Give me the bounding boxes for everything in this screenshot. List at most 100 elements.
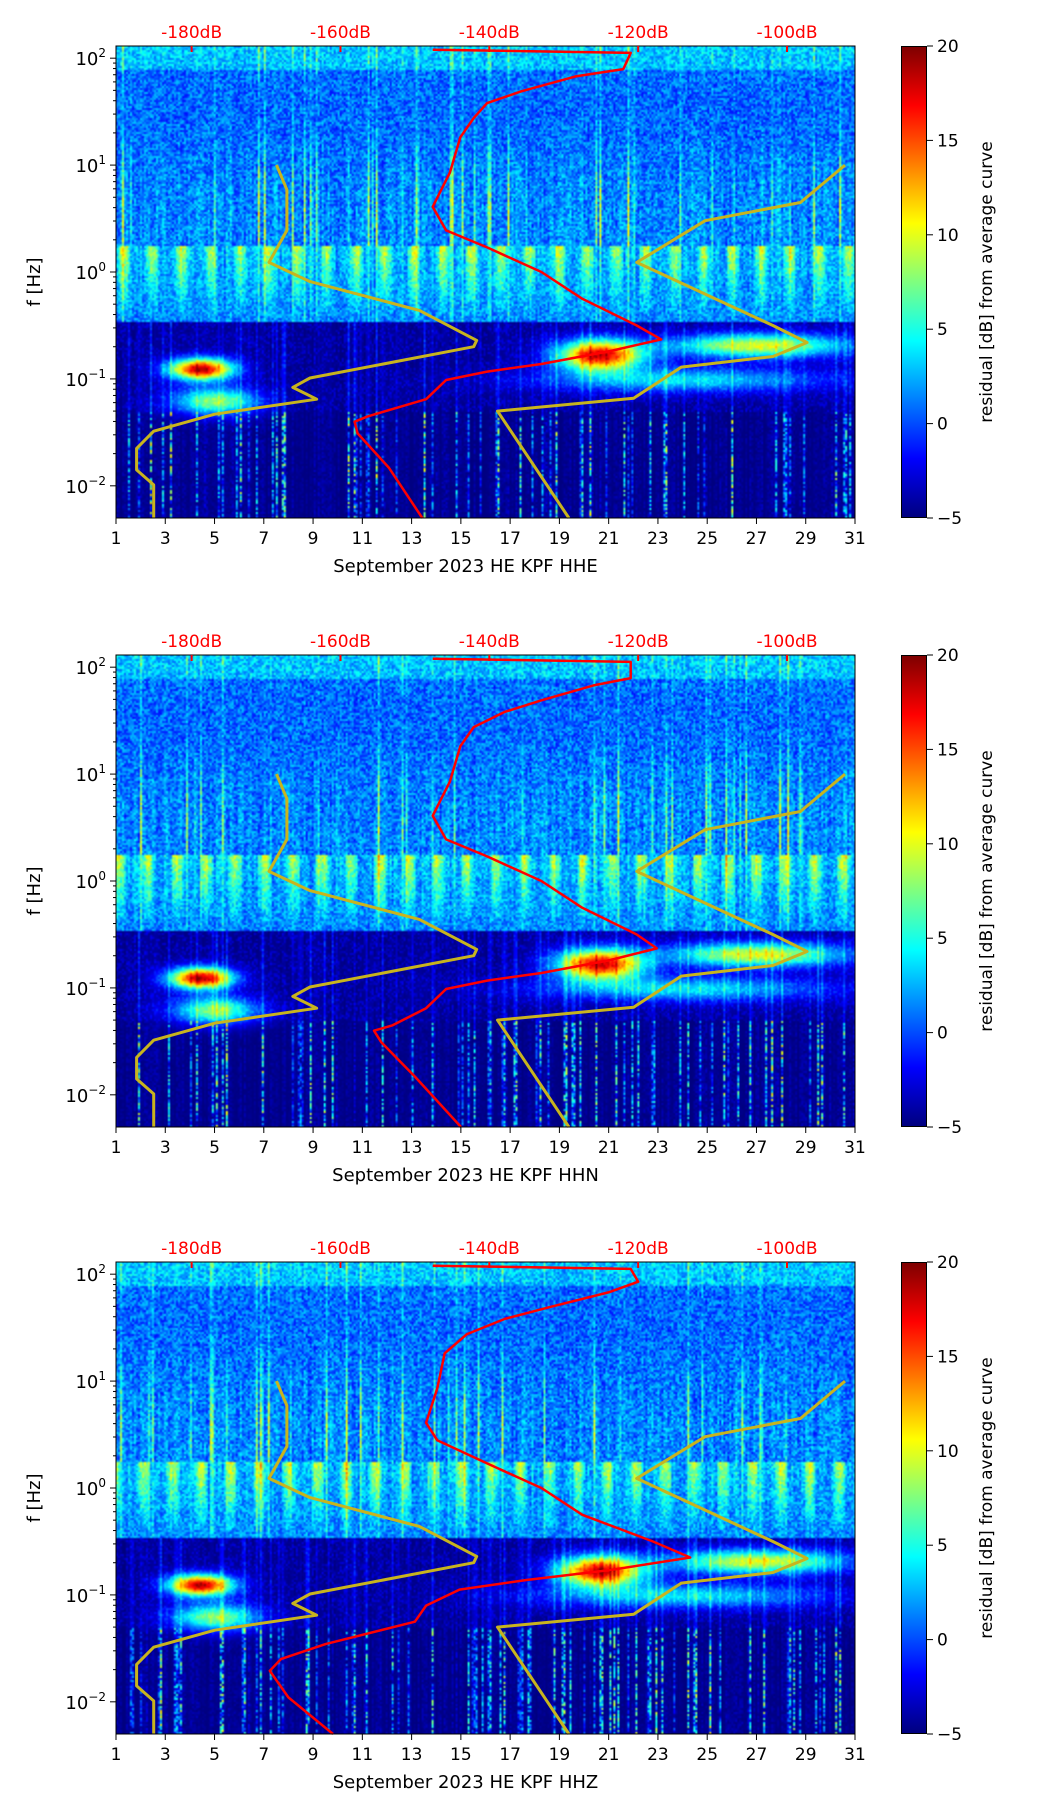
db-axis-label: -140dB — [459, 23, 520, 43]
low-noise-model-curve — [135, 773, 479, 1127]
x-tick-label: 5 — [209, 1745, 220, 1765]
x-tick-label: 27 — [746, 1745, 768, 1765]
db-axis-label: -140dB — [459, 1239, 520, 1259]
x-axis-title: September 2023 HE KPF HHE — [333, 556, 598, 577]
x-tick-label: 9 — [308, 1138, 319, 1158]
colorbar — [901, 1262, 927, 1734]
low-noise-model-curve — [135, 164, 479, 518]
spectrogram-panel-hhe: 1 3 5 7 9 11 13 15 17 19 21 23 25 27 29 31 September 202… — [0, 0, 1052, 600]
high-noise-model-curve — [496, 772, 846, 1128]
x-tick-label: 11 — [352, 1138, 374, 1158]
high-noise-model-curve — [496, 1379, 846, 1735]
x-tick-label: 15 — [450, 1745, 472, 1765]
x-tick-label: 19 — [549, 529, 571, 549]
y-tick-label: 10−1 — [65, 367, 106, 391]
x-tick-label: 29 — [795, 529, 817, 549]
colorbar-tick-label: 5 — [937, 320, 948, 340]
db-axis-label: -180dB — [161, 23, 222, 43]
colorbar-tick-label: 15 — [937, 1347, 959, 1367]
average-psd-curve — [353, 48, 663, 519]
average-psd-curve — [372, 657, 659, 1128]
x-tick-label: 11 — [352, 1745, 374, 1765]
x-tick-label: 13 — [401, 1138, 423, 1158]
colorbar-tick-label: 0 — [937, 1631, 948, 1651]
colorbar-tick-label: −5 — [937, 509, 962, 529]
colorbar-tick-label: −5 — [937, 1118, 962, 1138]
colorbar — [901, 655, 927, 1127]
y-tick-label: 10−2 — [65, 474, 106, 498]
x-tick-label: 23 — [647, 1138, 669, 1158]
low-noise-model-curve — [135, 1380, 479, 1734]
x-axis-title: September 2023 HE KPF HHZ — [333, 1772, 599, 1793]
x-tick-label: 5 — [209, 1138, 220, 1158]
spectrogram-panel-hhz: 1 3 5 7 9 11 13 15 17 19 21 23 25 27 29 31 September 202… — [0, 1216, 1052, 1816]
y-tick-label: 102 — [75, 46, 106, 70]
y-tick-label: 10−1 — [65, 1583, 106, 1607]
db-axis-label: -100dB — [756, 1239, 817, 1259]
colorbar-title: residual [dB] from average curve — [977, 141, 997, 422]
db-axis-label: -180dB — [161, 1239, 222, 1259]
colorbar — [901, 46, 927, 518]
x-tick-label: 5 — [209, 529, 220, 549]
db-axis-label: -180dB — [161, 632, 222, 652]
x-tick-label: 31 — [844, 529, 866, 549]
colorbar-tick-label: 15 — [937, 740, 959, 760]
y-tick-label: 101 — [75, 153, 106, 177]
colorbar-tick-label: 0 — [937, 1024, 948, 1044]
colorbar-tick-label: 10 — [937, 226, 959, 246]
x-tick-label: 21 — [598, 529, 620, 549]
colorbar-title: residual [dB] from average curve — [977, 1357, 997, 1638]
x-tick-label: 9 — [308, 529, 319, 549]
x-tick-label: 25 — [696, 529, 718, 549]
colorbar-tick-label: 5 — [937, 1536, 948, 1556]
spectrogram-heatmap — [116, 1262, 855, 1734]
x-tick-label: 13 — [401, 529, 423, 549]
db-axis-label: -100dB — [756, 632, 817, 652]
x-tick-label: 29 — [795, 1745, 817, 1765]
x-tick-label: 7 — [258, 529, 269, 549]
db-axis-label: -120dB — [608, 23, 669, 43]
x-tick-label: 7 — [258, 1745, 269, 1765]
db-axis-label: -120dB — [608, 1239, 669, 1259]
db-axis-label: -160dB — [310, 23, 371, 43]
x-tick-label: 29 — [795, 1138, 817, 1158]
db-axis-label: -160dB — [310, 1239, 371, 1259]
spectrogram-panel-hhn: 1 3 5 7 9 11 13 15 17 19 21 23 25 27 29 31 September 202… — [0, 609, 1052, 1209]
x-axis-title: September 2023 HE KPF HHN — [332, 1165, 599, 1186]
db-axis-label: -140dB — [459, 632, 520, 652]
x-tick-label: 1 — [111, 1745, 122, 1765]
average-psd-curve — [268, 1264, 692, 1735]
x-tick-label: 17 — [499, 529, 521, 549]
x-tick-label: 3 — [160, 529, 171, 549]
x-tick-label: 7 — [258, 1138, 269, 1158]
y-tick-label: 102 — [75, 655, 106, 679]
y-tick-label: 100 — [75, 260, 106, 284]
x-tick-label: 25 — [696, 1745, 718, 1765]
x-tick-label: 15 — [450, 1138, 472, 1158]
x-tick-label: 1 — [111, 529, 122, 549]
x-tick-label: 1 — [111, 1138, 122, 1158]
colorbar-tick-label: 20 — [937, 37, 959, 57]
y-axis-title: f [Hz] — [24, 866, 45, 915]
high-noise-model-curve — [496, 163, 846, 519]
axes-frame — [115, 45, 856, 519]
colorbar-title: residual [dB] from average curve — [977, 750, 997, 1031]
x-tick-label: 17 — [499, 1138, 521, 1158]
x-tick-label: 19 — [549, 1138, 571, 1158]
y-tick-label: 10−1 — [65, 976, 106, 1000]
x-tick-label: 31 — [844, 1745, 866, 1765]
db-axis-label: -160dB — [310, 632, 371, 652]
x-tick-label: 21 — [598, 1745, 620, 1765]
y-tick-label: 100 — [75, 869, 106, 893]
x-tick-label: 23 — [647, 529, 669, 549]
colorbar-tick-label: −5 — [937, 1725, 962, 1745]
x-tick-label: 27 — [746, 1138, 768, 1158]
x-tick-label: 25 — [696, 1138, 718, 1158]
x-tick-label: 31 — [844, 1138, 866, 1158]
colorbar-tick-label: 15 — [937, 131, 959, 151]
x-tick-label: 3 — [160, 1138, 171, 1158]
y-tick-label: 10−2 — [65, 1083, 106, 1107]
